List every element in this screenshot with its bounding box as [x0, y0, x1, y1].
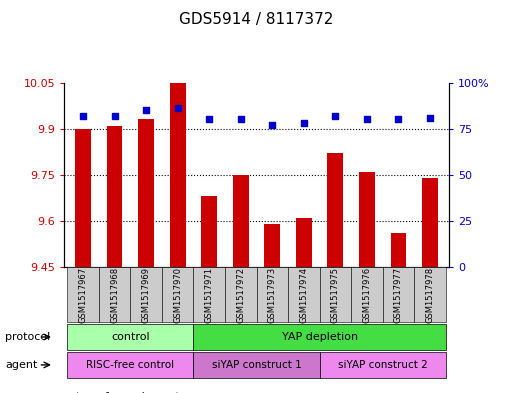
Text: GSM1517977: GSM1517977 — [394, 267, 403, 323]
Point — [363, 116, 371, 123]
Bar — [201, 196, 217, 267]
Point — [300, 120, 308, 126]
Point — [426, 114, 434, 121]
Text: siYAP construct 1: siYAP construct 1 — [212, 360, 301, 370]
Bar — [327, 153, 343, 267]
Text: siYAP construct 2: siYAP construct 2 — [338, 360, 427, 370]
Point — [331, 113, 340, 119]
Bar — [264, 224, 280, 267]
Text: GSM1517974: GSM1517974 — [299, 267, 308, 323]
Point — [173, 105, 182, 112]
Bar — [170, 83, 186, 267]
Bar — [75, 129, 91, 267]
Text: GDS5914 / 8117372: GDS5914 / 8117372 — [180, 12, 333, 27]
Bar — [233, 175, 249, 267]
Text: RISC-free control: RISC-free control — [86, 360, 174, 370]
Text: transformed count: transformed count — [76, 392, 180, 393]
Bar — [138, 119, 154, 267]
Bar — [390, 233, 406, 267]
Point — [142, 107, 150, 113]
Text: ■: ■ — [59, 390, 71, 393]
Text: protocol: protocol — [5, 332, 50, 342]
Point — [79, 113, 87, 119]
Bar — [422, 178, 438, 267]
Point — [205, 116, 213, 123]
Text: control: control — [111, 332, 150, 342]
Text: GSM1517978: GSM1517978 — [425, 267, 435, 323]
Text: agent: agent — [5, 360, 37, 370]
Text: GSM1517973: GSM1517973 — [268, 267, 277, 323]
Point — [394, 116, 403, 123]
Text: YAP depletion: YAP depletion — [282, 332, 358, 342]
Point — [268, 122, 277, 128]
Text: GSM1517967: GSM1517967 — [78, 267, 88, 323]
Bar — [107, 126, 123, 267]
Text: GSM1517969: GSM1517969 — [142, 267, 151, 323]
Text: GSM1517975: GSM1517975 — [331, 267, 340, 323]
Text: GSM1517972: GSM1517972 — [236, 267, 245, 323]
Text: GSM1517968: GSM1517968 — [110, 267, 119, 323]
Text: GSM1517971: GSM1517971 — [205, 267, 214, 323]
Bar — [359, 172, 375, 267]
Text: GSM1517970: GSM1517970 — [173, 267, 182, 323]
Point — [236, 116, 245, 123]
Bar — [296, 218, 312, 267]
Point — [110, 113, 119, 119]
Text: GSM1517976: GSM1517976 — [362, 267, 371, 323]
